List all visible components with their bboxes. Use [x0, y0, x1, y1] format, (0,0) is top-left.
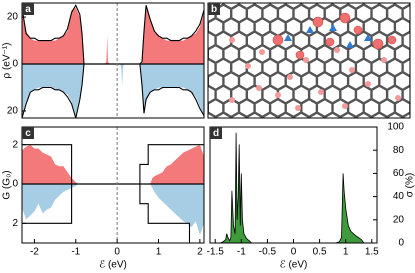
y-tick-label: 20	[7, 106, 19, 117]
y-axis-label: ρ (eV⁻¹)	[2, 43, 13, 79]
x-tick-label: 0	[114, 247, 120, 258]
carbon-highlight	[381, 57, 387, 63]
carbon-highlight	[365, 81, 371, 87]
y-tick-label: 0	[12, 179, 18, 190]
area	[210, 132, 377, 243]
y-tick-label: 0	[12, 59, 18, 70]
y-tick-label: 60	[393, 168, 405, 179]
carbon-highlight	[256, 85, 262, 91]
x-tick-label: 1.5	[365, 247, 379, 258]
adatom	[372, 38, 384, 50]
graphene-bonds	[208, 3, 410, 118]
area	[22, 7, 204, 65]
carbon-highlight	[395, 95, 401, 101]
area	[22, 144, 78, 185]
y-tick-label: 40	[393, 191, 405, 202]
y-tick-label: 20	[7, 12, 19, 23]
plot-area	[22, 144, 204, 243]
x-axis-label: ℰ (eV)	[280, 260, 308, 271]
panel-label-box	[208, 3, 220, 15]
panel-label-box	[22, 3, 34, 15]
carbon-highlight	[259, 49, 265, 55]
panel-label: b	[211, 4, 217, 15]
x-tick-label: 0.5	[313, 247, 327, 258]
carbon-highlight	[229, 37, 235, 43]
carbon-highlight	[287, 74, 293, 80]
area	[22, 184, 78, 220]
adatom	[339, 12, 351, 24]
panel-frame	[207, 2, 411, 119]
adatom	[295, 50, 305, 60]
y-tick-label: 2	[12, 218, 18, 229]
carbon-highlight	[245, 63, 251, 69]
area	[22, 64, 204, 118]
carbon-highlight	[334, 47, 340, 53]
carbon-highlight	[342, 103, 348, 109]
y-tick-label: 20	[393, 214, 405, 225]
carbon-highlight	[275, 92, 281, 98]
area	[150, 184, 204, 236]
x-tick-label: 1	[343, 247, 349, 258]
y-tick-label: 100	[387, 122, 404, 133]
x-tick-label: -1	[71, 247, 80, 258]
plot-area	[210, 132, 377, 243]
adatom	[272, 34, 284, 46]
panel-label: c	[25, 128, 31, 139]
y-axis-label: G (G₀)	[2, 170, 13, 199]
panel-label: d	[213, 128, 219, 139]
adatom-bond	[306, 26, 314, 33]
adatom	[312, 16, 324, 28]
adatom-bond	[284, 34, 292, 41]
panel-label-box	[22, 127, 34, 139]
panel-label: a	[25, 4, 31, 15]
line	[22, 144, 204, 185]
area	[150, 144, 204, 185]
panel-frame	[21, 2, 205, 119]
y-tick-label: 2	[12, 139, 18, 150]
panel: 2 0 2 -2 -1 0 1 2 ℰ (eV) G (G₀) c	[2, 126, 205, 271]
x-tick-label: 0	[291, 247, 297, 258]
adatom-bond	[346, 41, 354, 48]
carbon-highlight	[349, 67, 355, 73]
x-tick-label: -2	[30, 247, 39, 258]
panel-frame	[21, 126, 205, 244]
adatom-bond	[329, 24, 337, 31]
x-tick-label: 1	[156, 247, 162, 258]
carbon-highlight	[303, 57, 309, 63]
x-tick-label: -1	[237, 247, 246, 258]
panel: 20 0 20 ρ (eV⁻¹) a	[2, 2, 205, 119]
y-tick-label: 0	[398, 238, 404, 249]
carbon-highlight	[229, 97, 235, 103]
adatom	[353, 25, 363, 35]
line	[22, 183, 204, 243]
x-axis-label: ℰ (eV)	[99, 260, 127, 271]
panel: 0 20 40 60 80 100 -1.5 -1 -0.5 0 0.5 1 1.5 ℰ (eV) σ (%…	[207, 122, 415, 271]
adatom-bond	[364, 34, 372, 41]
adatom	[325, 37, 335, 47]
x-tick-label: 2	[197, 247, 203, 258]
adatom	[387, 35, 397, 45]
y-axis-label: σ (%)	[405, 173, 415, 198]
carbon-highlight	[318, 89, 324, 95]
x-tick-label: -0.5	[259, 247, 277, 258]
plot-area	[22, 4, 204, 118]
carbon-highlight	[295, 105, 301, 111]
lattice-structure	[208, 3, 410, 118]
y-tick-label: 80	[393, 145, 405, 156]
panel-label-box	[210, 127, 222, 139]
x-tick-label: -1.5	[207, 247, 225, 258]
